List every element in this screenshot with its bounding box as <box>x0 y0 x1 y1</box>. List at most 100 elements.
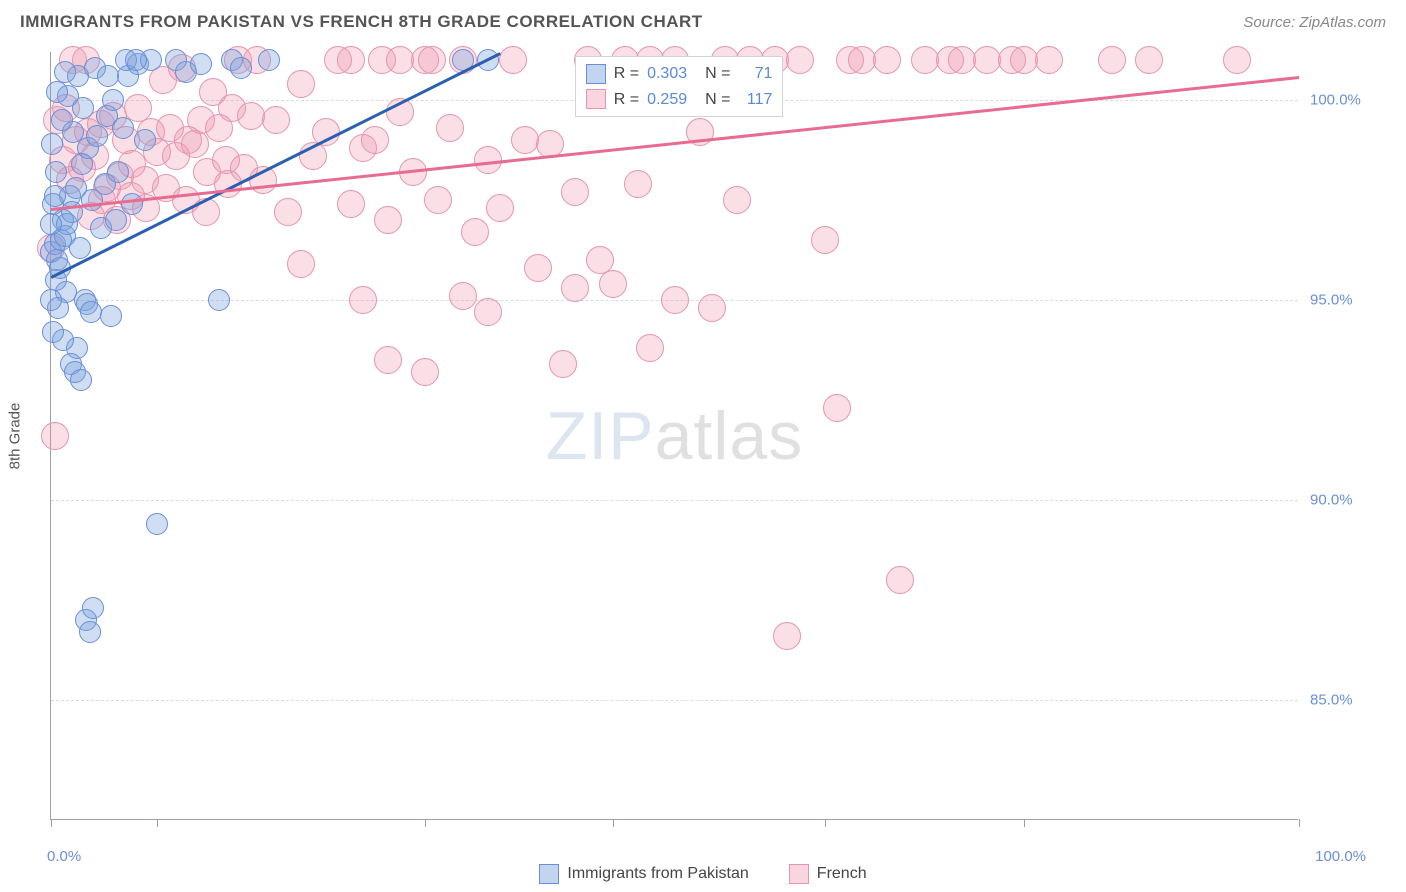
scatter-point-pink <box>973 46 1001 74</box>
scatter-point-pink <box>386 46 414 74</box>
scatter-point-pink <box>287 70 315 98</box>
scatter-plot: 8th Grade ZIPatlas 85.0%90.0%95.0%100.0%… <box>50 52 1298 820</box>
scatter-point-pink <box>786 46 814 74</box>
x-tick-label-right: 100.0% <box>1315 848 1366 865</box>
scatter-point-blue <box>70 369 92 391</box>
scatter-point-pink <box>418 46 446 74</box>
x-tick <box>1299 819 1300 827</box>
scatter-point-pink <box>181 130 209 158</box>
scatter-point-blue <box>258 49 280 71</box>
scatter-point-pink <box>1098 46 1126 74</box>
scatter-point-pink <box>436 114 464 142</box>
legend-swatch <box>586 89 606 109</box>
gridline-horizontal <box>51 700 1298 701</box>
scatter-point-blue <box>41 133 63 155</box>
chart-title: IMMIGRANTS FROM PAKISTAN VS FRENCH 8TH G… <box>20 12 703 32</box>
scatter-point-blue <box>44 185 66 207</box>
scatter-point-blue <box>79 621 101 643</box>
scatter-point-pink <box>911 46 939 74</box>
scatter-point-pink <box>636 334 664 362</box>
scatter-point-pink <box>411 358 439 386</box>
x-tick <box>825 819 826 827</box>
scatter-point-pink <box>811 226 839 254</box>
scatter-point-pink <box>1223 46 1251 74</box>
y-tick-label: 95.0% <box>1304 292 1376 309</box>
x-tick <box>1024 819 1025 827</box>
scatter-point-pink <box>561 274 589 302</box>
legend-stats-box: R = 0.303N = 71R = 0.259N = 117 <box>575 56 784 117</box>
scatter-point-blue <box>100 305 122 327</box>
stat-r-label: R = <box>614 87 639 113</box>
scatter-point-pink <box>262 106 290 134</box>
scatter-point-pink <box>1135 46 1163 74</box>
legend-swatch <box>539 864 559 884</box>
scatter-point-pink <box>599 270 627 298</box>
watermark-zip: ZIP <box>546 398 655 474</box>
watermark-atlas: atlas <box>655 398 804 474</box>
stat-n-value: 71 <box>738 61 772 87</box>
scatter-point-blue <box>121 193 143 215</box>
scatter-point-pink <box>312 118 340 146</box>
y-tick-label: 90.0% <box>1304 492 1376 509</box>
x-tick <box>613 819 614 827</box>
scatter-point-pink <box>41 422 69 450</box>
scatter-point-pink <box>698 294 726 322</box>
scatter-point-pink <box>424 186 452 214</box>
stat-r-label: R = <box>614 61 639 87</box>
stat-r-value: 0.259 <box>647 87 697 113</box>
scatter-point-pink <box>511 126 539 154</box>
scatter-point-pink <box>524 254 552 282</box>
scatter-point-blue <box>190 53 212 75</box>
scatter-point-pink <box>848 46 876 74</box>
scatter-point-blue <box>80 301 102 323</box>
scatter-point-pink <box>349 286 377 314</box>
scatter-point-blue <box>102 89 124 111</box>
legend-label: Immigrants from Pakistan <box>567 865 748 883</box>
scatter-point-blue <box>40 213 62 235</box>
source-attribution: Source: ZipAtlas.com <box>1243 14 1386 31</box>
scatter-point-blue <box>72 97 94 119</box>
gridline-horizontal <box>51 500 1298 501</box>
scatter-point-pink <box>374 206 402 234</box>
stat-n-value: 117 <box>738 87 772 113</box>
source-name: ZipAtlas.com <box>1299 14 1386 31</box>
scatter-point-pink <box>461 218 489 246</box>
scatter-point-pink <box>287 250 315 278</box>
scatter-point-blue <box>230 57 252 79</box>
scatter-point-pink <box>337 46 365 74</box>
scatter-point-blue <box>40 289 62 311</box>
legend-swatch <box>789 864 809 884</box>
scatter-point-pink <box>237 102 265 130</box>
scatter-point-pink <box>886 566 914 594</box>
scatter-point-blue <box>107 161 129 183</box>
legend-bottom: Immigrants from Pakistan French <box>0 864 1406 884</box>
plot-container: 8th Grade ZIPatlas 85.0%90.0%95.0%100.0%… <box>50 52 1376 840</box>
scatter-point-pink <box>1010 46 1038 74</box>
scatter-point-pink <box>274 198 302 226</box>
legend-label: French <box>817 865 867 883</box>
scatter-point-blue <box>51 109 73 131</box>
x-tick <box>51 819 52 827</box>
scatter-point-blue <box>134 129 156 151</box>
scatter-point-pink <box>773 622 801 650</box>
watermark: ZIPatlas <box>546 397 803 475</box>
scatter-point-blue <box>69 237 91 259</box>
scatter-point-blue <box>97 65 119 87</box>
scatter-point-pink <box>499 46 527 74</box>
stat-r-value: 0.303 <box>647 61 697 87</box>
legend-item: French <box>789 864 867 884</box>
scatter-point-blue <box>54 61 76 83</box>
scatter-point-pink <box>948 46 976 74</box>
legend-swatch <box>586 64 606 84</box>
scatter-point-blue <box>45 161 67 183</box>
scatter-point-pink <box>486 194 514 222</box>
legend-stats-row: R = 0.259N = 117 <box>586 87 773 113</box>
scatter-point-pink <box>723 186 751 214</box>
scatter-point-pink <box>624 170 652 198</box>
scatter-point-pink <box>661 286 689 314</box>
scatter-point-blue <box>125 49 147 71</box>
scatter-point-blue <box>208 289 230 311</box>
y-tick-label: 100.0% <box>1304 92 1376 109</box>
scatter-point-blue <box>42 321 64 343</box>
scatter-point-pink <box>823 394 851 422</box>
